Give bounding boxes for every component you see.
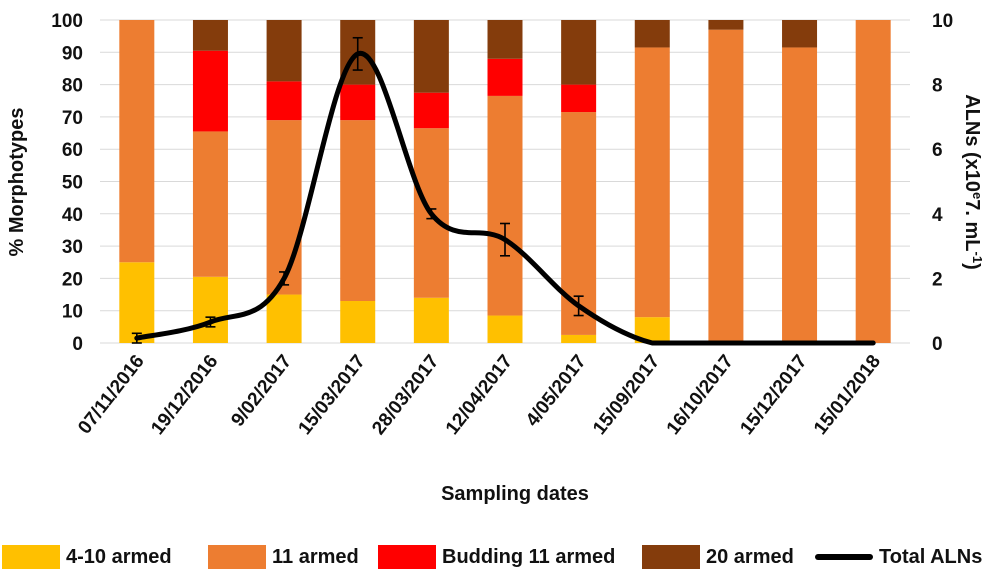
x-tick-label: 15/09/2017 bbox=[589, 351, 664, 439]
y2-tick-label: 4 bbox=[932, 205, 943, 226]
x-tick-label: 15/03/2017 bbox=[295, 351, 370, 439]
bar-segment bbox=[487, 58, 523, 96]
bar-segment bbox=[266, 20, 302, 82]
x-tick-label: 4/05/2017 bbox=[522, 351, 591, 431]
y-axis-title: % Morphotypes bbox=[6, 108, 28, 257]
bar-segment bbox=[487, 95, 523, 316]
x-tick-label: 28/03/2017 bbox=[368, 351, 443, 439]
legend-item-11-armed: 11 armed bbox=[208, 543, 359, 571]
x-tick-label: 16/10/2017 bbox=[663, 351, 738, 439]
bar-segment bbox=[192, 276, 228, 343]
bar-segment bbox=[561, 334, 597, 343]
total-alns-line bbox=[134, 51, 876, 346]
x-tick-label: 12/04/2017 bbox=[442, 351, 517, 439]
bar-segment bbox=[634, 20, 670, 48]
bar-segment bbox=[266, 81, 302, 121]
bar-segment bbox=[340, 301, 376, 343]
bars bbox=[119, 20, 891, 344]
bar-segment bbox=[708, 20, 744, 30]
y-tick-label: 10 bbox=[62, 302, 83, 323]
y-tick-label: 40 bbox=[62, 205, 83, 226]
x-tick-label: 15/12/2017 bbox=[736, 351, 811, 439]
y-tick-label: 30 bbox=[62, 237, 83, 258]
bar-segment bbox=[634, 47, 670, 318]
bar-segment bbox=[708, 29, 744, 343]
chart: 0 10 20 30 40 50 60 70 80 90 100 0 2 4 6 8 10 07/11/201… bbox=[6, 11, 985, 505]
x-tick-label: 07/11/2016 bbox=[74, 351, 148, 438]
y-tick-label: 90 bbox=[62, 43, 83, 64]
legend-item-total-alns: Total ALNs bbox=[815, 543, 982, 571]
bar-segment bbox=[413, 20, 449, 93]
legend-label-total-alns: Total ALNs bbox=[879, 545, 983, 568]
bar-segment bbox=[855, 20, 891, 343]
y-tick-label: 0 bbox=[72, 334, 83, 355]
bar-segment bbox=[413, 92, 449, 129]
right-axis-ticks: 0 2 4 6 8 10 bbox=[932, 11, 953, 355]
bar-segment bbox=[266, 120, 302, 295]
y-tick-label: 80 bbox=[62, 76, 83, 97]
bar-segment bbox=[119, 20, 155, 263]
bar-segment bbox=[782, 20, 818, 48]
y2-tick-label: 6 bbox=[932, 140, 943, 161]
bar-segment bbox=[192, 50, 228, 132]
y-tick-label: 50 bbox=[62, 173, 83, 194]
legend-item-4-10-armed: 4-10 armed bbox=[2, 543, 172, 571]
legend-swatch-4-10-armed bbox=[2, 545, 60, 569]
x-tick-label: 9/02/2017 bbox=[227, 351, 296, 431]
legend-swatch-11-armed bbox=[208, 545, 266, 569]
y2-tick-label: 8 bbox=[932, 76, 943, 97]
bar-segment bbox=[266, 294, 302, 343]
bar-segment bbox=[192, 131, 228, 277]
bar-segment bbox=[340, 84, 376, 121]
y-tick-label: 70 bbox=[62, 108, 83, 129]
legend-item-20-armed: 20 armed bbox=[642, 543, 794, 571]
bar-segment bbox=[192, 20, 228, 51]
y-tick-label: 20 bbox=[62, 269, 83, 290]
bar-segment bbox=[782, 47, 818, 344]
bar-segment bbox=[487, 20, 523, 59]
bar-segment bbox=[413, 297, 449, 343]
left-axis-ticks: 0 10 20 30 40 50 60 70 80 90 100 bbox=[51, 11, 83, 355]
bar-segment bbox=[561, 20, 597, 85]
y2-tick-label: 10 bbox=[932, 11, 953, 32]
bar-segment bbox=[340, 120, 376, 302]
x-axis-title: Sampling dates bbox=[441, 483, 589, 505]
legend-label-budding-11-armed: Budding 11 armed bbox=[442, 545, 616, 568]
y2-tick-label: 2 bbox=[932, 269, 943, 290]
x-tick-label: 19/12/2016 bbox=[147, 351, 222, 439]
legend: 4-10 armed 11 armed Budding 11 armed 20 … bbox=[0, 543, 985, 571]
y-tick-label: 100 bbox=[51, 11, 83, 32]
y2-tick-label: 0 bbox=[932, 334, 943, 355]
y2-axis-title: ALNs (x10e7. mL-1) bbox=[961, 94, 985, 270]
legend-item-budding-11-armed: Budding 11 armed bbox=[378, 543, 615, 571]
legend-swatch-20-armed bbox=[642, 545, 700, 569]
legend-label-4-10-armed: 4-10 armed bbox=[66, 545, 172, 568]
x-tick-label: 15/01/2018 bbox=[810, 351, 885, 439]
legend-swatch-budding-11-armed bbox=[378, 545, 436, 569]
total-alns-line-group bbox=[131, 36, 876, 346]
bar-segment bbox=[487, 315, 523, 343]
bar-segment bbox=[561, 84, 597, 113]
legend-label-20-armed: 20 armed bbox=[706, 545, 794, 568]
legend-line-total-alns bbox=[815, 554, 873, 560]
y-tick-label: 60 bbox=[62, 140, 83, 161]
bar-segment bbox=[119, 262, 155, 343]
legend-label-11-armed: 11 armed bbox=[272, 545, 359, 568]
